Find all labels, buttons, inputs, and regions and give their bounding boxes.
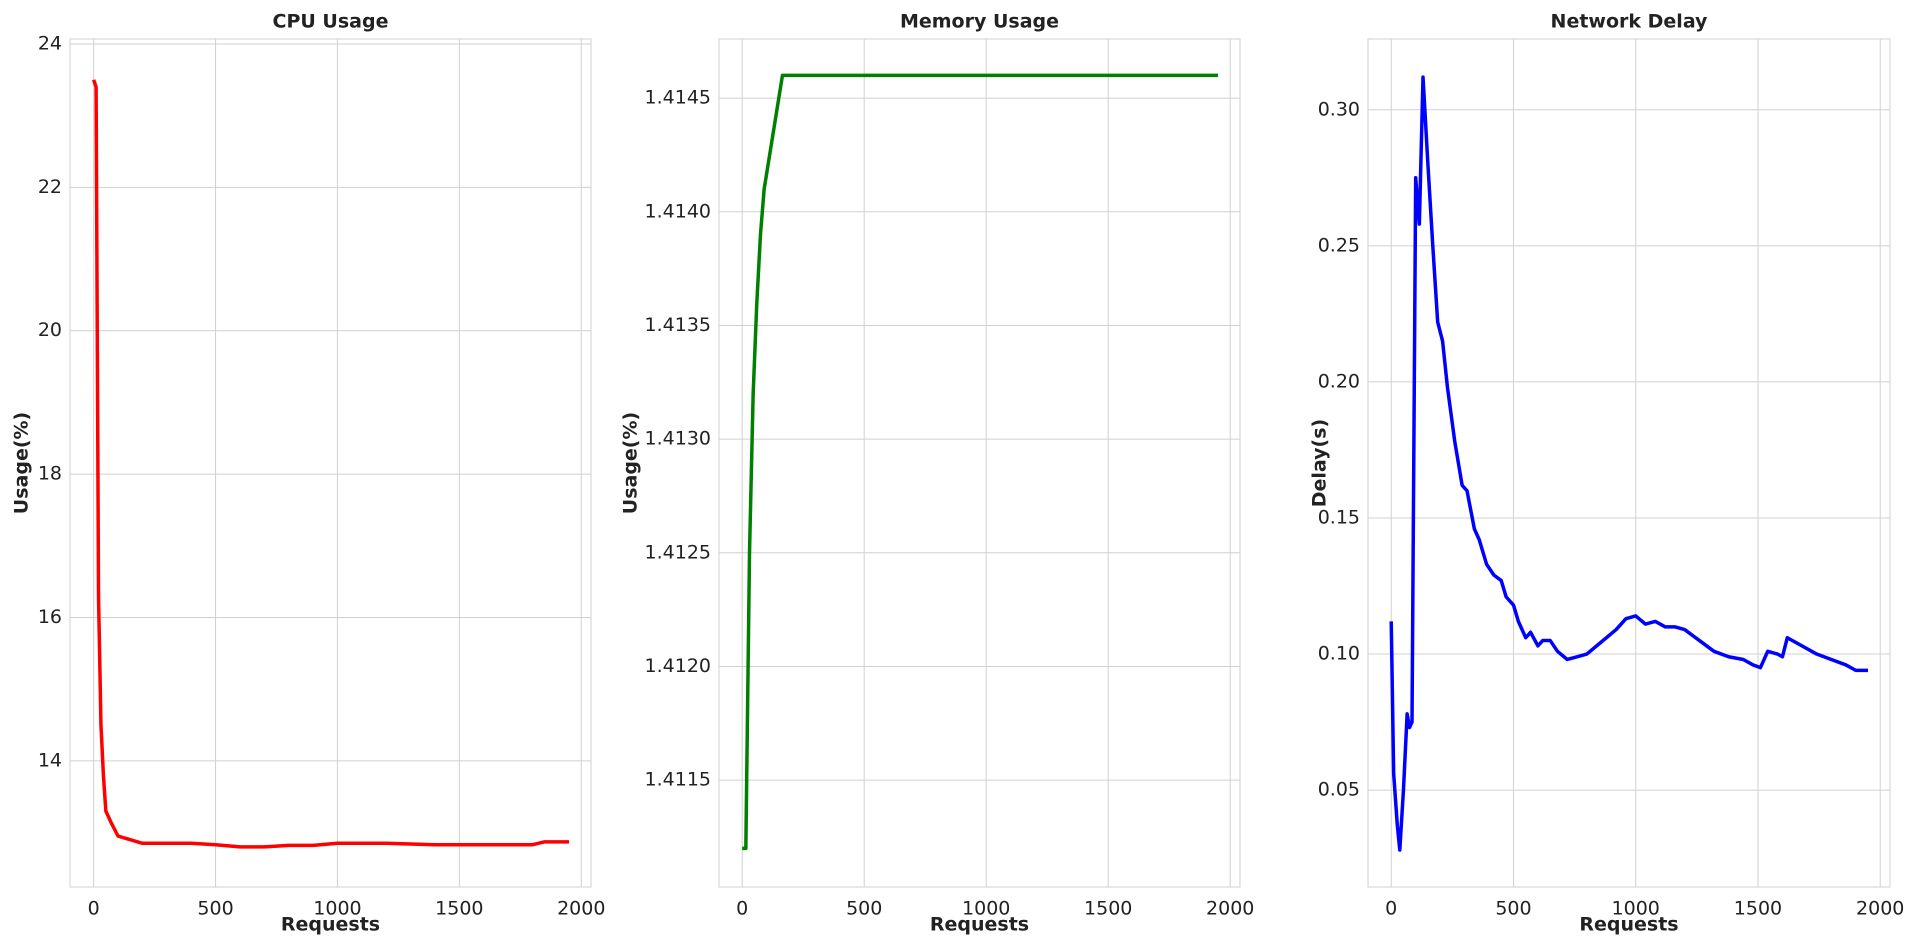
y-tick-label: 1.4125 xyxy=(645,541,711,563)
plot-frame xyxy=(69,38,592,888)
x-tick-label: 1000 xyxy=(1612,898,1660,920)
y-tick-label: 1.4145 xyxy=(645,87,711,109)
subplot: 0 500 1000 1500 2000 1.4115 1.4120 1.4125 1.4130… xyxy=(620,11,1255,936)
plot-frame xyxy=(718,38,1241,888)
x-tick-label: 500 xyxy=(197,898,233,920)
y-tick-label: 18 xyxy=(38,463,62,485)
y-tick-label: 0.10 xyxy=(1318,643,1360,665)
x-tick-label: 1500 xyxy=(1084,898,1132,920)
x-tick-label: 1000 xyxy=(962,898,1010,920)
y-tick-label: 22 xyxy=(38,176,62,198)
y-axis-label: Usage(%) xyxy=(620,412,642,514)
y-tick-label: 1.4115 xyxy=(645,769,711,791)
chart-title: CPU Usage xyxy=(273,11,389,33)
subplot: 0 500 1000 1500 2000 14 16 18 20 22 24 CPU Usage Req… xyxy=(11,11,606,936)
x-tick-label: 2000 xyxy=(1206,898,1254,920)
y-axis-label: Usage(%) xyxy=(11,412,33,514)
y-tick-label: 20 xyxy=(38,319,62,341)
x-axis-label: Requests xyxy=(1579,914,1678,936)
x-tick-label: 500 xyxy=(1495,898,1531,920)
y-tick-label: 0.30 xyxy=(1318,98,1360,120)
y-tick-label: 0.20 xyxy=(1318,370,1360,392)
y-tick-label: 16 xyxy=(38,606,62,628)
y-tick-label: 0.05 xyxy=(1318,779,1360,801)
chart-title: Memory Usage xyxy=(900,11,1059,33)
chart-title: Network Delay xyxy=(1551,11,1709,33)
x-axis-label: Requests xyxy=(930,914,1029,936)
data-line xyxy=(1389,75,1868,852)
x-tick-label: 0 xyxy=(1385,898,1397,920)
data-line xyxy=(742,73,1219,851)
y-tick-label: 0.25 xyxy=(1318,234,1360,256)
y-tick-label: 24 xyxy=(38,33,62,55)
x-axis-label: Requests xyxy=(281,914,380,936)
x-tick-label: 2000 xyxy=(557,898,605,920)
data-line xyxy=(91,79,570,849)
subplot: 0 500 1000 1500 2000 0.05 0.10 0.15 0.20 0.25 0.30… xyxy=(1309,11,1905,936)
y-tick-label: 1.4135 xyxy=(645,314,711,336)
y-tick-label: 14 xyxy=(38,749,62,771)
x-tick-label: 0 xyxy=(736,898,748,920)
y-tick-label: 1.4120 xyxy=(645,655,711,677)
y-tick-label: 0.15 xyxy=(1318,506,1360,528)
x-tick-label: 2000 xyxy=(1856,898,1904,920)
y-tick-label: 1.4130 xyxy=(645,428,711,450)
y-tick-label: 1.4140 xyxy=(645,200,711,222)
x-tick-label: 1500 xyxy=(1734,898,1782,920)
y-axis-label: Delay(s) xyxy=(1309,419,1331,507)
plot-frame xyxy=(1367,38,1891,888)
x-tick-label: 500 xyxy=(846,898,882,920)
x-tick-label: 1500 xyxy=(435,898,483,920)
x-tick-label: 1000 xyxy=(313,898,361,920)
x-tick-label: 0 xyxy=(88,898,100,920)
